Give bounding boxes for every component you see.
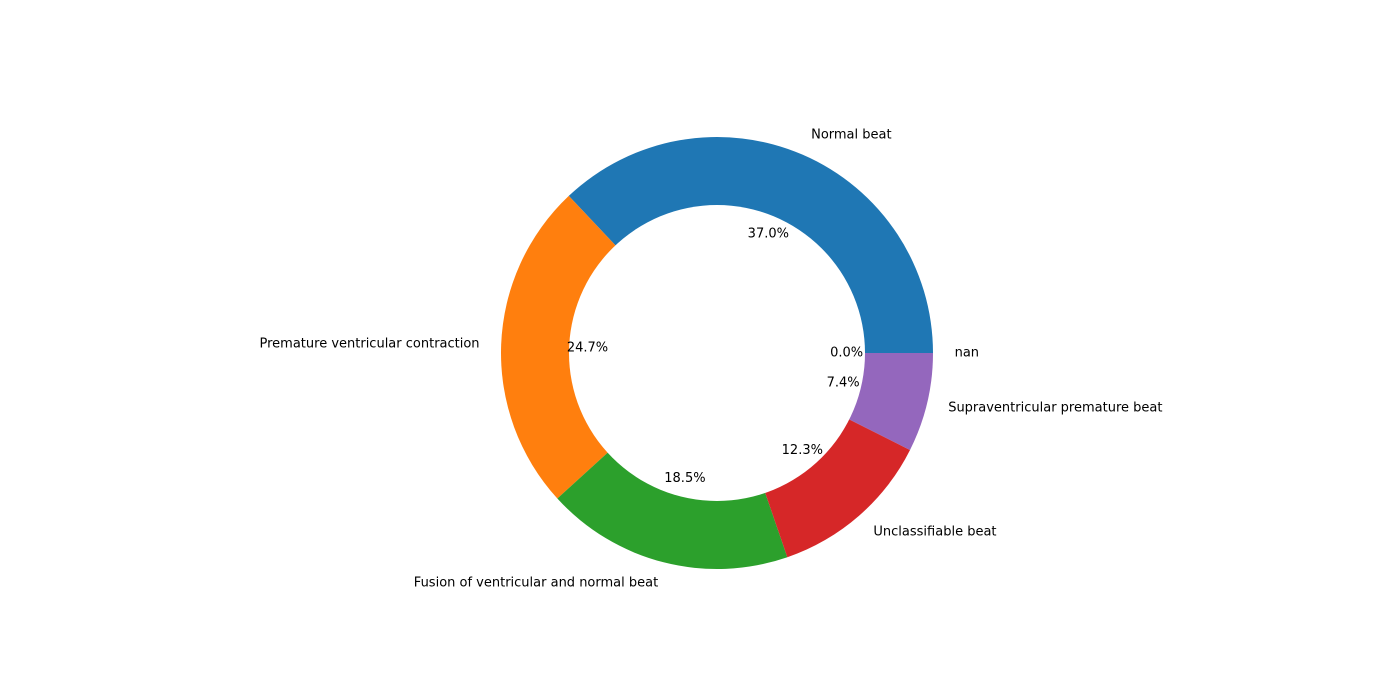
labels-layer: Normal beat 37.0% Premature ventricular co… xyxy=(260,127,1163,590)
category-label-nan: nan xyxy=(955,346,979,361)
percent-label-supraventricular-premature-beat: 7.4% xyxy=(827,375,860,390)
percent-label-fusion-of-ventricular-and-normal-beat: 18.5% xyxy=(664,471,705,486)
percent-label-premature-ventricular-contraction: 24.7% xyxy=(567,341,608,356)
category-label-fusion-of-ventricular-and-normal-beat: Fusion of ventricular and normal beat xyxy=(414,576,658,591)
category-label-premature-ventricular-contraction: Premature ventricular contraction xyxy=(260,337,480,352)
percent-label-nan: 0.0% xyxy=(830,346,863,361)
percent-label-unclassifiable-beat: 12.3% xyxy=(782,443,823,458)
donut-hole-layer xyxy=(569,205,865,501)
category-label-normal-beat: Normal beat xyxy=(811,127,891,142)
donut-hole xyxy=(569,205,865,501)
category-label-unclassifiable-beat: Unclassifiable beat xyxy=(873,524,996,539)
percent-label-normal-beat: 37.0% xyxy=(748,226,789,241)
category-label-supraventricular-premature-beat: Supraventricular premature beat xyxy=(948,400,1162,415)
